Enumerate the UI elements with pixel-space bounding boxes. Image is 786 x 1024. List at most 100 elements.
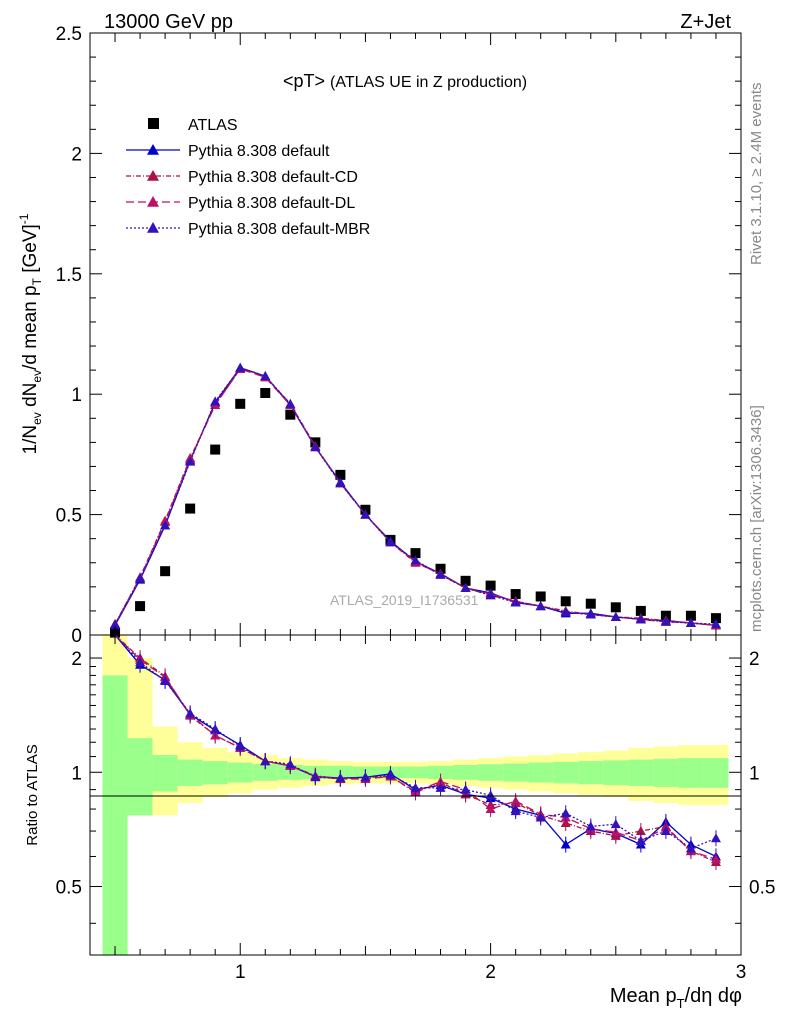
stat-band-segment xyxy=(102,675,128,955)
mcplots-reference-label: mcplots.cern.ch [arXiv:1306.3436] xyxy=(748,405,765,632)
series-marker-pythia-8-308-default-mbr xyxy=(385,537,396,547)
legend-label-atlas: ATLAS xyxy=(188,117,238,134)
stat-band-segment xyxy=(478,764,504,781)
x-tick-label: 3 xyxy=(736,962,747,983)
stat-band-segment xyxy=(152,755,178,792)
ratio-marker-pythia-8-308-default xyxy=(560,839,571,849)
stat-band-segment xyxy=(653,758,679,787)
series-marker-pythia-8-308-default-mbr xyxy=(210,396,221,406)
atlas-data-point xyxy=(610,602,621,613)
stat-band-segment xyxy=(202,761,228,785)
ratio-marker-pythia-8-308-default-mbr xyxy=(585,821,596,831)
ratio-marker-pythia-8-308-default-mbr xyxy=(360,772,371,782)
x-axis-label: Mean pT/dη dφ xyxy=(610,985,742,1011)
series-marker-pythia-8-308-default-mbr xyxy=(285,398,296,408)
main-y-axis-label: 1/Nev dNev/d mean pT [GeV]-1 xyxy=(17,213,44,454)
ratio-marker-pythia-8-308-default-mbr xyxy=(210,724,221,734)
ratio-marker-pythia-8-308-default-mbr xyxy=(185,708,196,718)
atlas-data-point xyxy=(585,598,596,609)
ratio-y-axis: 0.5 0.5 1 1 2 2 xyxy=(56,649,775,924)
ratio-marker-pythia-8-308-default-mbr xyxy=(435,782,446,792)
stat-band-segment xyxy=(528,762,554,783)
ratio-marker-pythia-8-308-default-mbr xyxy=(460,784,471,794)
ratio-marker-pythia-8-308-default-mbr xyxy=(560,808,571,818)
atlas-data-point xyxy=(535,591,546,602)
series-marker-pythia-8-308-default-mbr xyxy=(260,371,271,381)
series-line-pythia-8-308-default-dl xyxy=(114,368,717,627)
ratio-line-pythia-8-308-default xyxy=(114,634,717,858)
atlas-data-point xyxy=(635,605,646,616)
atlas-data-point xyxy=(185,503,196,514)
ratio-marker-pythia-8-308-default-mbr xyxy=(610,819,621,829)
atlas-data-point xyxy=(135,601,146,612)
ratio-marker-pythia-8-308-default-cd xyxy=(635,826,646,836)
stat-band-segment xyxy=(428,765,454,780)
series-marker-pythia-8-308-default-mbr xyxy=(485,590,496,600)
series-marker-pythia-8-308-default-mbr xyxy=(635,614,646,624)
atlas-data-point xyxy=(460,575,471,586)
series-marker-pythia-8-308-default-mbr xyxy=(535,601,546,611)
series-marker-pythia-8-308-default-mbr xyxy=(160,520,171,530)
atlas-data-point xyxy=(510,589,521,600)
main-y-tick-label: 1 xyxy=(71,385,82,406)
header-left-label: 13000 GeV pp xyxy=(104,11,233,33)
atlas-data-point xyxy=(335,469,346,480)
atlas-data-point xyxy=(260,387,271,398)
atlas-data-point xyxy=(235,398,246,409)
series-marker-pythia-8-308-default-mbr xyxy=(135,573,146,583)
series-marker-pythia-8-308-default-mbr xyxy=(185,456,196,466)
stat-band-segment xyxy=(402,766,429,779)
atlas-data-point xyxy=(560,596,571,607)
series-marker-pythia-8-308-default-mbr xyxy=(610,611,621,621)
ratio-marker-pythia-8-308-default-mbr xyxy=(660,826,671,836)
legend-marker-pythia-8-308-default-dl xyxy=(147,196,159,207)
ratio-marker-pythia-8-308-default-mbr xyxy=(385,769,396,779)
ratio-marker-pythia-8-308-default-mbr xyxy=(260,756,271,766)
stat-band-segment xyxy=(703,758,729,788)
series-line-pythia-8-308-default-cd xyxy=(114,368,717,627)
legend-marker-pythia-8-308-default-mbr xyxy=(147,222,159,233)
ratio-y-tick-label: 2 xyxy=(71,649,82,670)
ratio-marker-pythia-8-308-default-mbr xyxy=(535,812,546,822)
main-y-tick-label: 1.5 xyxy=(56,265,82,286)
series-marker-pythia-8-308-default-mbr xyxy=(460,583,471,593)
stat-band-segment xyxy=(553,761,579,784)
legend-marker-atlas xyxy=(148,118,159,129)
series-marker-pythia-8-308-default-mbr xyxy=(410,555,421,565)
series-marker-pythia-8-308-default-mbr xyxy=(310,442,321,452)
ratio-y-axis-label: Ratio to ATLAS xyxy=(24,744,41,845)
ratio-marker-pythia-8-308-default-mbr xyxy=(485,790,496,800)
ratio-marker-pythia-8-308-default-mbr xyxy=(160,675,171,685)
ratio-y-tick-label-right: 2 xyxy=(749,649,760,670)
legend-label-pythia-8-308-default-cd: Pythia 8.308 default-CD xyxy=(188,169,358,186)
ratio-y-tick-label-right: 0.5 xyxy=(749,878,775,899)
ratio-marker-pythia-8-308-default-mbr xyxy=(710,833,721,843)
series-marker-pythia-8-308-default-mbr xyxy=(710,619,721,629)
ratio-marker-pythia-8-308-default-dl xyxy=(510,796,521,806)
ratio-series-layer xyxy=(114,634,721,871)
legend-label-pythia-8-308-default-mbr: Pythia 8.308 default-MBR xyxy=(188,221,370,238)
series-line-pythia-8-308-default-mbr xyxy=(114,366,716,625)
x-axis: 1 2 3 xyxy=(114,33,747,983)
series-marker-pythia-8-308-default-mbr xyxy=(335,478,346,488)
x-tick-label: 1 xyxy=(235,962,246,983)
atlas-data-point xyxy=(685,610,696,621)
stat-band-segment xyxy=(578,761,604,785)
ratio-marker-pythia-8-308-default-mbr xyxy=(235,741,246,751)
stat-band-segment xyxy=(628,759,654,787)
ratio-marker-pythia-8-308-default-dl xyxy=(485,804,496,814)
ratio-y-tick-label: 0.5 xyxy=(56,878,82,899)
series-marker-pythia-8-308-default-mbr xyxy=(435,569,446,579)
plot-subtitle: (ATLAS UE in Z production) xyxy=(330,74,527,91)
ratio-uncertainty-bands xyxy=(102,635,729,955)
series-marker-pythia-8-308-default-mbr xyxy=(685,617,696,627)
ratio-marker-pythia-8-308-default-mbr xyxy=(335,773,346,783)
stat-band-segment xyxy=(127,738,153,816)
ratio-line-pythia-8-308-default-dl xyxy=(114,634,717,860)
stat-band-segment xyxy=(453,765,479,780)
legend-marker-pythia-8-308-default xyxy=(147,144,159,155)
atlas-data-point xyxy=(210,444,221,455)
atlas-data-point xyxy=(410,548,421,559)
main-y-axis: 0 0.5 1 1.5 2 2.5 xyxy=(56,24,741,647)
